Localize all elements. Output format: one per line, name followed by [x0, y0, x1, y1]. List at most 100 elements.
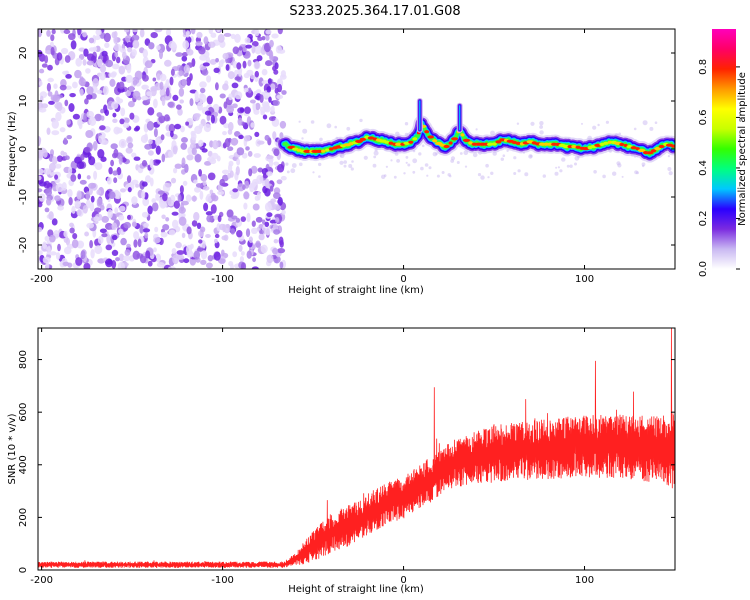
noise-blob — [277, 29, 283, 35]
noise-blob — [255, 102, 261, 111]
noise-blob — [111, 249, 119, 256]
noise-blob — [125, 74, 133, 83]
noise-blob — [178, 70, 184, 77]
noise-blob — [96, 189, 101, 195]
noise-blob — [219, 178, 225, 187]
noise-blob — [128, 85, 134, 93]
noise-blob — [127, 142, 134, 149]
noise-blob — [193, 250, 200, 260]
noise-blob — [77, 29, 82, 36]
y-tick-label: 200 — [18, 508, 29, 527]
noise-blob — [83, 48, 89, 57]
halo-dot — [456, 161, 460, 164]
noise-blob — [258, 233, 265, 241]
noise-blob — [131, 196, 138, 205]
noise-blob — [147, 107, 155, 116]
noise-blob — [92, 46, 98, 52]
noise-blob — [277, 196, 283, 206]
noise-blob — [244, 106, 251, 114]
y-tick-label: 400 — [18, 455, 29, 474]
noise-blob — [51, 130, 60, 136]
noise-blob — [159, 81, 164, 91]
noise-blob — [179, 99, 184, 104]
noise-blob — [196, 31, 203, 39]
noise-blob — [74, 69, 82, 79]
ridge-peak — [412, 137, 418, 141]
noise-blob — [237, 117, 243, 126]
halo-dot — [621, 175, 624, 178]
halo-dot — [480, 175, 485, 180]
noise-blob — [257, 167, 263, 173]
noise-blob — [250, 122, 255, 128]
noise-blob — [140, 134, 148, 144]
halo-dot — [301, 137, 304, 140]
noise-blob — [198, 169, 203, 177]
noise-blob — [64, 99, 69, 107]
noise-blob — [85, 191, 90, 201]
halo-dot — [597, 123, 600, 127]
noise-blob — [238, 134, 244, 140]
noise-blob — [86, 86, 94, 95]
ridge-peak — [495, 140, 502, 144]
noise-blob — [148, 42, 155, 50]
noise-blob — [172, 94, 179, 101]
noise-blob — [165, 29, 172, 37]
noise-blob — [82, 59, 87, 66]
snr-x-ticks: -200 -100 0 100 — [30, 328, 594, 586]
noise-blob — [156, 112, 163, 118]
halo-dot — [502, 154, 506, 157]
noise-blob — [49, 234, 56, 243]
halo-dot — [475, 128, 478, 131]
noise-blob — [222, 223, 226, 233]
noise-blob — [142, 197, 150, 207]
noise-blob — [251, 45, 256, 54]
noise-blob — [245, 44, 253, 49]
halo-dot — [404, 122, 409, 126]
noise-blob — [223, 234, 229, 241]
noise-blob — [149, 177, 154, 187]
y-tick-label: 10 — [18, 95, 29, 108]
noise-blob — [132, 29, 138, 33]
noise-blob — [155, 159, 162, 164]
noise-blob — [68, 166, 73, 175]
noise-blob — [270, 105, 275, 114]
noise-blob — [108, 191, 116, 199]
noise-blob — [201, 148, 208, 153]
colorbar-label: Normalized spectral amplitude — [737, 72, 748, 226]
noise-blob — [183, 258, 190, 264]
noise-blob — [118, 81, 125, 90]
noise-blob — [254, 70, 259, 78]
noise-blob — [126, 175, 132, 184]
ridge-peak — [427, 135, 435, 139]
noise-blob — [226, 209, 234, 218]
ridge-peak — [575, 145, 581, 149]
noise-blob — [199, 226, 206, 233]
halo-dot — [654, 121, 658, 124]
y-tick-label: 600 — [18, 403, 29, 422]
noise-blob — [82, 31, 88, 38]
ridge-peak — [515, 141, 522, 145]
noise-blob — [153, 128, 158, 138]
noise-blob — [171, 211, 179, 216]
noise-blob — [110, 159, 114, 167]
noise-blob — [44, 55, 49, 64]
ridge-peak — [408, 140, 414, 144]
noise-blob — [47, 64, 53, 71]
noise-blob — [116, 127, 123, 134]
noise-blob — [243, 191, 250, 200]
noise-blob — [56, 52, 63, 61]
noise-blob — [132, 79, 138, 86]
noise-blob — [76, 190, 82, 200]
noise-blob — [142, 74, 149, 82]
noise-blob — [98, 135, 106, 144]
ridge-peak — [567, 145, 573, 149]
noise-blob — [181, 79, 188, 86]
noise-blob — [139, 29, 145, 38]
halo-dot — [405, 161, 408, 164]
noise-blob — [38, 168, 44, 175]
noise-blob — [67, 189, 73, 198]
noise-blob — [181, 137, 188, 143]
noise-blob — [185, 30, 190, 38]
noise-blob — [264, 221, 270, 227]
noise-blob — [132, 250, 140, 260]
